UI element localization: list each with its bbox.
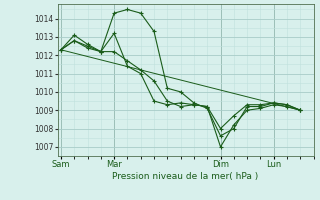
X-axis label: Pression niveau de la mer( hPa ): Pression niveau de la mer( hPa ) <box>112 172 259 181</box>
